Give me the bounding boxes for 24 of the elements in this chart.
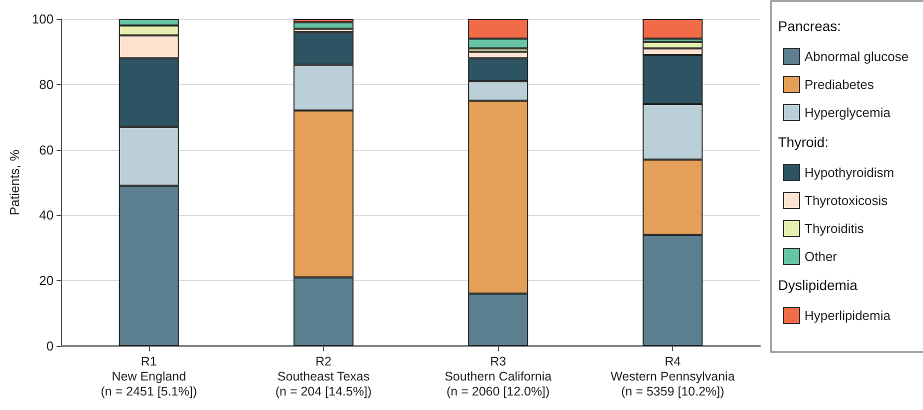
legend-label: Prediabetes xyxy=(804,77,874,92)
y-tick-label: 20 xyxy=(39,273,54,288)
legend-label: Hyperglycemia xyxy=(804,105,892,120)
legend-label: Hyperlipidemia xyxy=(804,308,892,323)
text: Thyroid: xyxy=(778,134,829,150)
bar xyxy=(293,22,354,29)
y-tick-label: 80 xyxy=(39,76,54,92)
bar xyxy=(642,19,703,39)
legend-label: Other xyxy=(804,249,838,264)
text: Dyslipidemia xyxy=(778,277,858,293)
legend-label: Thyroiditis xyxy=(804,221,864,236)
y-tick-label: 100 xyxy=(32,12,54,26)
legend-label: Thyrotoxicosis xyxy=(804,193,888,208)
legend-label: Hypothyroidism xyxy=(804,165,894,180)
y-tick-label: 0 xyxy=(46,338,54,354)
y-tick-label: 60 xyxy=(39,142,54,158)
x-tick-label: R2 Southeast Texas (n = 204 [14.5%]) xyxy=(275,354,372,398)
legend-label: Abnormal glucose xyxy=(804,49,909,64)
x-tick-label: R4 Western Pennsylvania (n = 5359 [10.2%]) xyxy=(610,354,735,398)
x-tick-label: R1 New England (n = 2451 [5.1%]) xyxy=(100,354,198,398)
y-axis-title: Patients, % xyxy=(7,149,22,216)
y-tick-label: 40 xyxy=(39,208,54,223)
x-tick-label: R3 Southern California (n = 2060 [12.0%]) xyxy=(444,354,552,398)
text: Pancreas: xyxy=(778,18,842,34)
